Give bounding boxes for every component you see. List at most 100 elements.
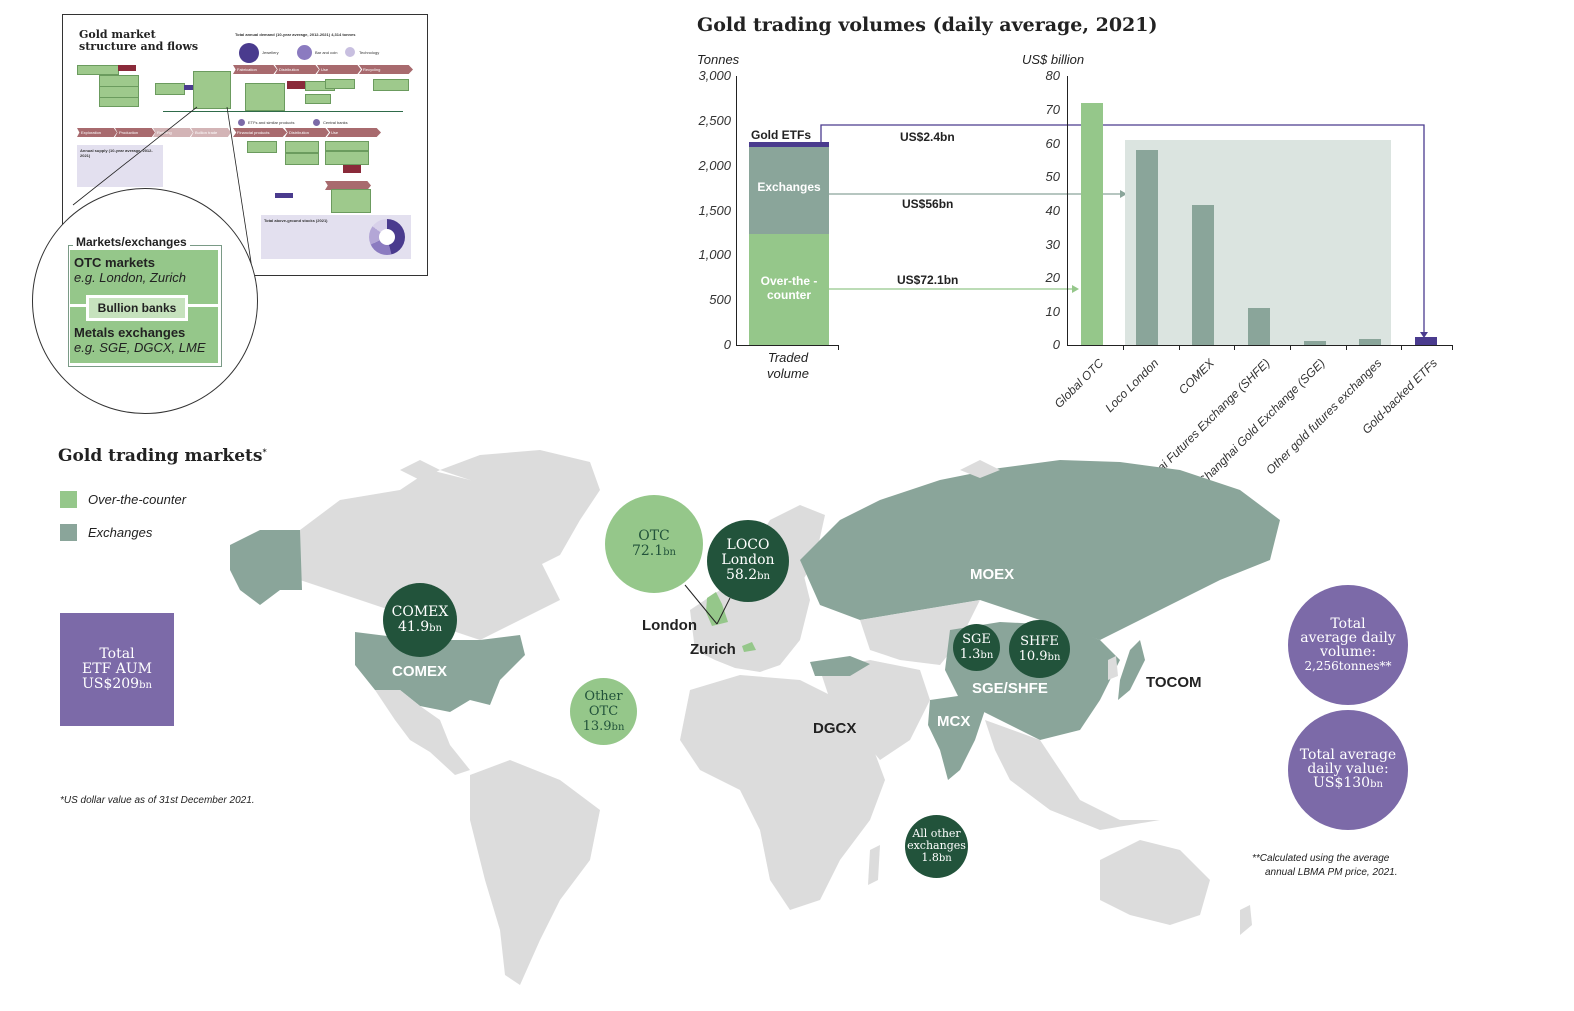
above-ground-stocks-box: Total above-ground stocks (2021) [261,215,411,259]
bubble-comex: COMEX 41.9bn [383,583,457,657]
chevron-production: Production [115,128,155,137]
map-label-dgcx: DGCX [813,720,857,737]
bubble-shfe-unit: bn [1047,651,1061,663]
markets-title-asterisk: * [262,446,267,457]
total-volume-value: 2,256tonnes** [1304,659,1392,673]
jewellery-label: Jewellery [262,50,279,55]
bubble-sge: SGE 1.3bn [953,624,1000,671]
bubble-other-otc-name2: OTC [588,703,619,719]
bar-gold-backed-etfs [1415,337,1437,345]
bubble-loco-name2: London [721,552,775,568]
bubble-other-otc: Other OTC 13.9bn [570,678,637,745]
legend-swatch-otc [60,491,77,508]
bubble-sge-value: 1.3 [959,647,981,662]
stocks-donut [369,219,405,255]
bubble-sge-name: SGE [962,632,991,647]
bubble-comex-unit: bn [429,622,442,634]
artisanal-box [99,97,139,107]
x-tick [1401,345,1402,350]
financial-products-tag [343,165,361,173]
stock-exchanges-box [285,153,319,165]
bubble-loco-name: LOCO [726,537,770,553]
bar-loco-london [1136,150,1158,345]
etf-aum-box: Total ETF AUM US$209bn [60,613,174,726]
etf-bubble [238,119,245,126]
bubble-comex-name: COMEX [391,603,449,620]
map-label-tocom: TOCOM [1146,674,1202,691]
right-tick: 80 [1045,68,1060,83]
chevron-financial-products: Financial products [233,128,287,137]
pawnbrokers-box [373,79,409,91]
total-volume-line1: Total [1330,616,1366,632]
finished-goods-tag [287,81,305,89]
markets-exchanges-box: Markets/exchanges [68,235,222,367]
bubble-total-value: Total average daily value: US$130bn [1288,710,1408,830]
metals-exchanges-subtitle: e.g. SGE, DGCX, LME [74,340,206,355]
bar-coin-label: Bar and coin [315,50,338,55]
central-bank-bubble [313,119,320,126]
bubble-otc: OTC 72.1bn [605,495,703,593]
left-y-axis [736,76,737,346]
markets-exchanges-header: Markets/exchanges [73,235,190,249]
exchanges-segment [749,147,829,234]
above-ground-stocks-title: Total above-ground stocks (2021) [264,218,328,223]
map-label-moex: MOEX [970,566,1015,583]
total-value-unit: bn [1370,779,1383,790]
chevron-fabrication: Fabrication [233,65,277,74]
map-label-mcx: MCX [937,713,971,730]
bubble-other-otc-unit: bn [611,721,625,733]
tonnes-axis-label: Tonnes [697,52,740,67]
x-tick [1234,345,1235,350]
gold-etfs-label: Gold ETFs [751,128,811,142]
otc-markets-title: OTC markets [74,255,155,270]
zoom-lines [72,106,254,275]
connector-arrows [820,124,1428,338]
x-tick [1123,345,1124,350]
right-tick: 20 [1045,270,1060,285]
bubble-all-other-exchanges: All other exchanges 1.8bn [905,815,968,878]
chevron-distribution-2: Distribution [285,128,329,137]
bar-other-futures [1359,339,1381,345]
bullion-tag [184,85,200,90]
etf-aum-value: US$209 [82,675,140,692]
bubble-loco-london: LOCO London 58.2bn [707,520,789,602]
metals-exchanges-box: Metals exchanges e.g. SGE, DGCX, LME [70,307,218,363]
exchanges-label: Exchanges [757,180,821,194]
otc-value-annotation: US$72.1bn [897,273,959,287]
x-tick [1346,345,1347,350]
bubble-shfe-value: 10.9 [1018,648,1048,664]
left-x-axis [736,345,839,346]
legend-swatch-exchanges [60,524,77,541]
bubble-all-other-unit: bn [938,853,952,864]
right-x-axis [1067,345,1453,346]
otc-markets-subtitle: e.g. London, Zurich [74,270,187,285]
central-banks-box [331,189,371,213]
bar-global-otc [1081,103,1103,345]
markets-exchanges-box [193,71,231,109]
etf-value-annotation: US$2.4bn [900,130,955,144]
left-tick: 2,500 [698,113,731,128]
bubble-all-other-value: 1.8 [921,851,939,864]
flow-line [163,111,403,112]
right-tick: 40 [1045,203,1060,218]
etf-aum-unit: bn [139,679,152,691]
left-tick: 0 [723,337,731,352]
metals-exchanges-title: Metals exchanges [74,325,186,340]
left-tick: 1,000 [698,247,731,262]
chevron-distribution: Distribution [275,65,319,74]
fabrication-box [245,83,285,111]
right-tick: 10 [1045,304,1060,319]
institutional-investors-box [325,141,369,151]
legend-label-exchanges: Exchanges [88,525,153,540]
total-value-line2: daily value: [1307,761,1389,777]
bubble-otc-name: OTC [638,527,670,544]
chevron-use: Use [317,65,361,74]
legend-label-otc: Over-the-counter [88,492,187,507]
bullion-banks-box: Bullion banks [86,295,188,321]
traded-volume-label: Traded volume [767,350,809,381]
annual-supply-box: Annual supply (10-year average, 2012-202… [77,145,163,187]
exchanges-value-annotation: US$56bn [902,197,954,211]
chevron-use-2: Use [327,128,381,137]
footnote-usd: *US dollar value as of 31st December 202… [60,795,255,806]
